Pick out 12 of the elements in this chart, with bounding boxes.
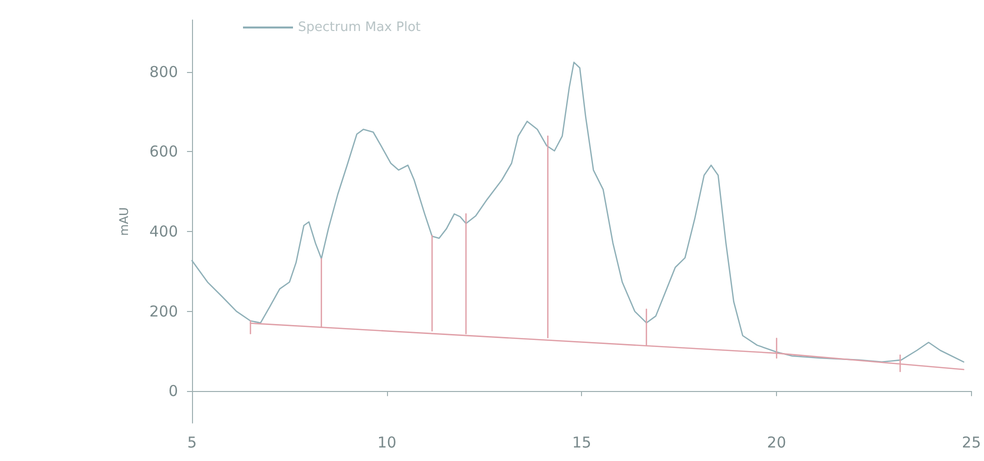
y-axis-title: mAU <box>117 207 131 236</box>
y-tick-label: 400 <box>149 222 178 240</box>
x-tick-label: 15 <box>572 434 592 452</box>
y-tick-label: 600 <box>149 142 178 161</box>
x-tick-label: 25 <box>962 434 982 452</box>
y-tick-label: 800 <box>149 62 178 81</box>
y-tick-label: 0 <box>168 382 178 400</box>
y-tick-label: 200 <box>149 302 178 320</box>
x-tick-label: 5 <box>187 434 197 452</box>
x-tick-label: 20 <box>767 434 786 452</box>
x-tick-label: 10 <box>377 434 396 452</box>
legend-label: Spectrum Max Plot <box>298 20 421 35</box>
